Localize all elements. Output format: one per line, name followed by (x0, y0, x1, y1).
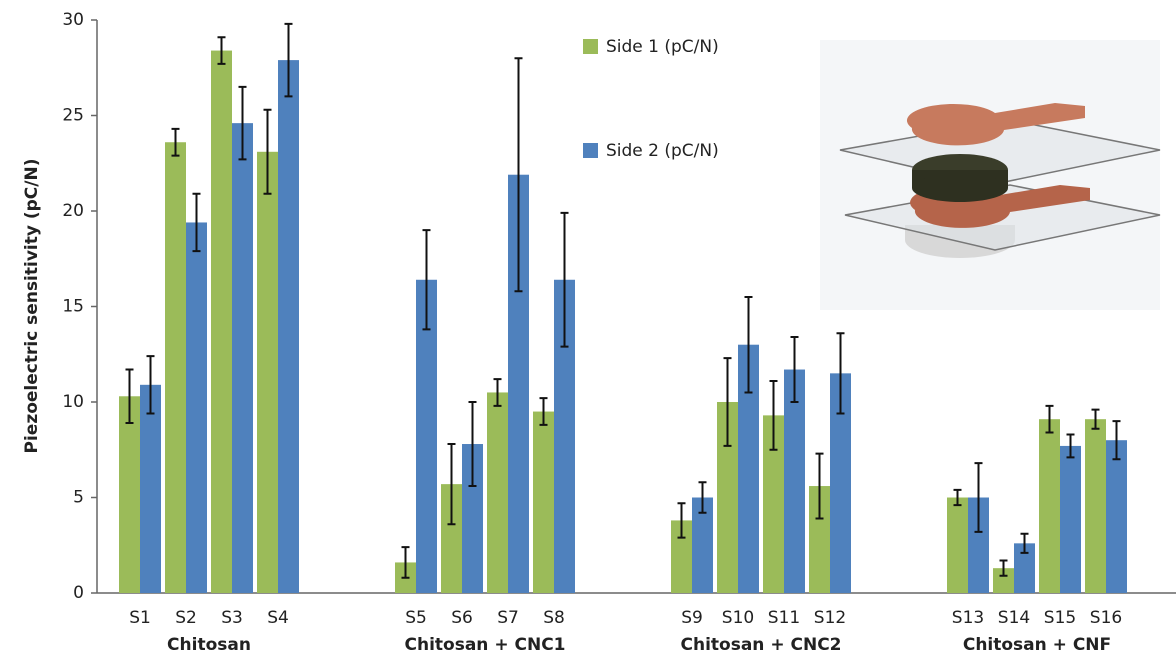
y-tick-label: 0 (73, 583, 84, 603)
bar (487, 392, 508, 593)
y-tick-label: 25 (62, 106, 84, 126)
bar (1060, 446, 1081, 593)
disc (912, 174, 1008, 202)
x-tick-label: S11 (768, 608, 800, 628)
x-tick-label: S5 (405, 608, 427, 628)
x-tick-label: S16 (1090, 608, 1122, 628)
y-tick-label: 5 (73, 488, 84, 508)
y-tick-label: 30 (62, 10, 84, 30)
bar (211, 51, 232, 593)
group-label: Chitosan + CNF (963, 635, 1111, 655)
bar (257, 152, 278, 593)
x-tick-label: S9 (681, 608, 703, 628)
inset-illustration (820, 40, 1160, 310)
bar (947, 498, 968, 594)
legend-label: Side 2 (pC/N) (606, 141, 719, 161)
legend-label: Side 1 (pC/N) (606, 37, 719, 57)
x-tick-label: S14 (998, 608, 1030, 628)
bar (1085, 419, 1106, 593)
bar (1106, 440, 1127, 593)
x-tick-label: S2 (175, 608, 197, 628)
x-tick-label: S10 (722, 608, 754, 628)
bar (278, 60, 299, 593)
group-label: Chitosan + CNC2 (681, 635, 842, 655)
bar (165, 142, 186, 593)
bar (186, 222, 207, 593)
legend-swatch (583, 39, 598, 54)
y-tick-label: 20 (62, 201, 84, 221)
x-tick-label: S15 (1044, 608, 1076, 628)
bar (232, 123, 253, 593)
y-tick-label: 15 (62, 297, 84, 317)
y-tick-label: 10 (62, 392, 84, 412)
group-label: Chitosan (167, 635, 251, 655)
x-tick-label: S13 (952, 608, 984, 628)
legend-swatch (583, 143, 598, 158)
bar (533, 412, 554, 593)
bar (140, 385, 161, 593)
x-tick-label: S1 (129, 608, 151, 628)
x-tick-label: S4 (267, 608, 289, 628)
bar (784, 370, 805, 593)
chart: Piezoelectric sensitivity (pC/N) 0 5 10 15 2… (0, 0, 1176, 662)
x-tick-label: S8 (543, 608, 565, 628)
x-tick-label: S6 (451, 608, 473, 628)
y-axis-label: Piezoelectric sensitivity (pC/N) (22, 159, 42, 454)
group-label: Chitosan + CNC1 (405, 635, 566, 655)
x-tick-label: S12 (814, 608, 846, 628)
x-tick-label: S7 (497, 608, 519, 628)
bar (119, 396, 140, 593)
bar (1039, 419, 1060, 593)
x-tick-label: S3 (221, 608, 243, 628)
